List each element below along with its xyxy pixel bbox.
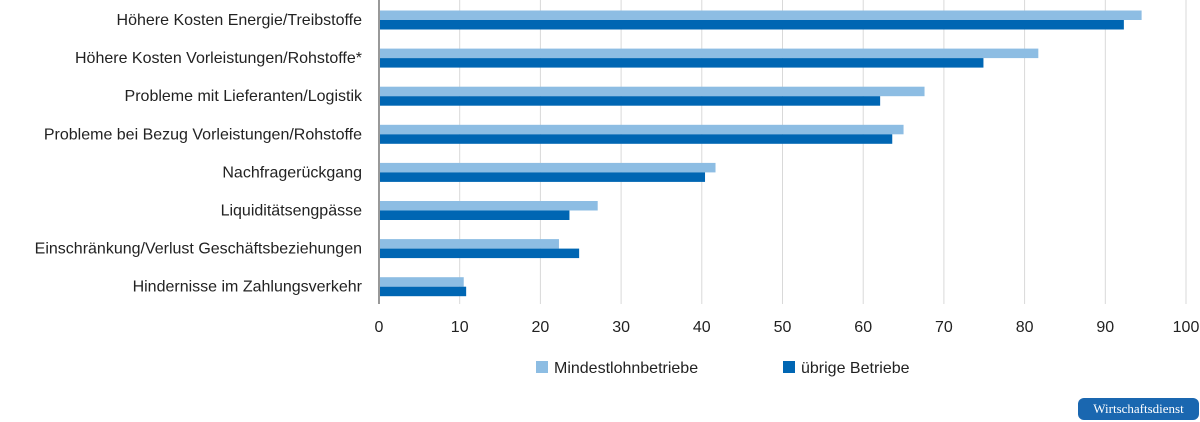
legend-swatch: [783, 361, 795, 373]
x-tick-label: 50: [774, 319, 792, 336]
bar-mindestlohnbetriebe: [380, 239, 559, 249]
category-label: Probleme bei Bezug Vorleistungen/Rohstof…: [44, 126, 362, 143]
category-label: Höhere Kosten Vorleistungen/Rohstoffe*: [75, 50, 362, 67]
legend-label: übrige Betriebe: [801, 360, 910, 377]
x-tick-label: 20: [532, 319, 550, 336]
category-label: Einschränkung/Verlust Geschäftsbeziehung…: [35, 241, 362, 258]
x-tick-label: 80: [1016, 319, 1034, 336]
bar-uebrige-betriebe: [380, 172, 706, 182]
category-label: Nachfragerückgang: [222, 164, 362, 181]
x-tick-label: 70: [935, 319, 953, 336]
category-label: Höhere Kosten Energie/Treibstoffe: [117, 12, 363, 29]
bar-uebrige-betriebe: [380, 248, 580, 259]
bar-mindestlohnbetriebe: [380, 162, 716, 173]
bar-uebrige-betriebe: [380, 20, 1124, 30]
x-tick-label: 60: [854, 319, 872, 336]
legend-swatch: [536, 361, 548, 373]
x-tick-label: 100: [1173, 319, 1200, 336]
category-label: Probleme mit Lieferanten/Logistik: [125, 88, 363, 105]
bar-uebrige-betriebe: [380, 134, 893, 144]
bar-mindestlohnbetriebe: [380, 201, 598, 211]
x-tick-label: 40: [693, 319, 711, 336]
bar-mindestlohnbetriebe: [380, 86, 925, 97]
x-tick-label: 10: [451, 319, 469, 336]
bar-mindestlohnbetriebe: [380, 48, 1039, 59]
bar-uebrige-betriebe: [380, 58, 984, 68]
x-tick-label: 0: [375, 319, 384, 336]
legend-label: Mindestlohnbetriebe: [554, 360, 698, 377]
bar-uebrige-betriebe: [380, 210, 570, 220]
wirtschaftsdienst-badge: Wirtschaftsdienst: [1078, 398, 1199, 420]
bar-mindestlohnbetriebe: [380, 277, 464, 287]
bar-mindestlohnbetriebe: [380, 124, 904, 135]
category-label: Hindernisse im Zahlungsverkehr: [133, 279, 363, 296]
x-tick-label: 30: [612, 319, 630, 336]
category-label: Liquiditätsengpässe: [221, 203, 363, 220]
bar-mindestlohnbetriebe: [380, 10, 1142, 20]
x-tick-label: 90: [1096, 319, 1114, 336]
bar-uebrige-betriebe: [380, 286, 467, 297]
bar-uebrige-betriebe: [380, 96, 881, 106]
